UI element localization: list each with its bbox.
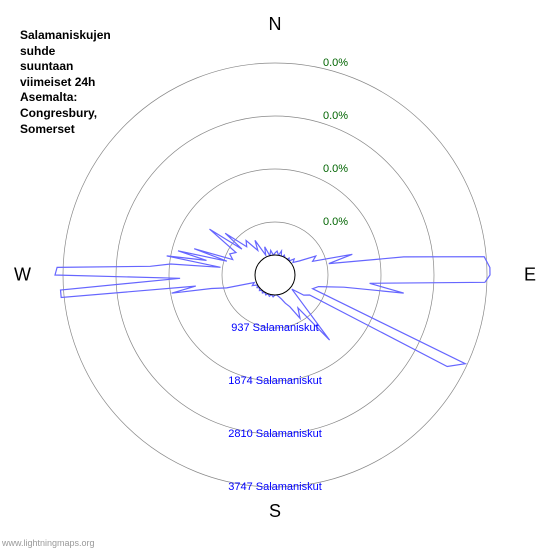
center-circle (255, 255, 295, 295)
pct-ring-label: 0.0% (323, 110, 348, 122)
pct-ring-label: 0.0% (323, 163, 348, 175)
cardinal-s: S (269, 501, 281, 522)
cardinal-e: E (524, 265, 536, 286)
footer-credit: www.lightningmaps.org (2, 538, 95, 548)
cardinal-n: N (269, 14, 282, 35)
pct-ring-label: 0.0% (323, 57, 348, 69)
strike-ring-label: 937 Salamaniskut (231, 322, 318, 334)
pct-ring-label: 0.0% (323, 216, 348, 228)
strike-ring-label: 1874 Salamaniskut (228, 375, 322, 387)
polar-chart: Salamaniskujen suhde suuntaan viimeiset … (0, 0, 550, 550)
chart-title: Salamaniskujen suhde suuntaan viimeiset … (20, 28, 111, 137)
strike-ring-label: 3747 Salamaniskut (228, 481, 322, 493)
cardinal-w: W (14, 265, 31, 286)
strike-ring-label: 2810 Salamaniskut (228, 428, 322, 440)
rose-path (55, 229, 490, 366)
